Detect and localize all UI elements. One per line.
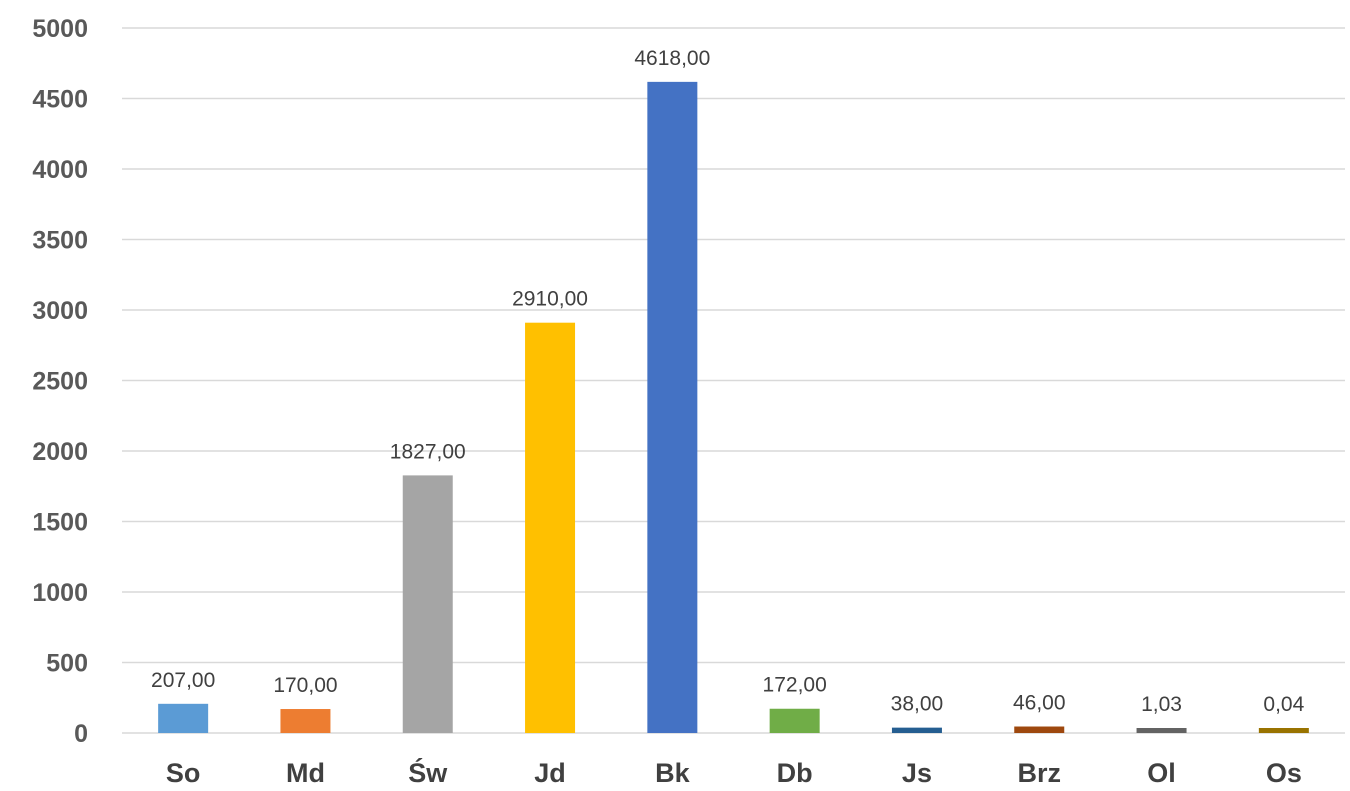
y-tick-label: 4500 bbox=[32, 86, 88, 114]
bars bbox=[158, 81, 1309, 733]
bar-Os bbox=[1258, 728, 1309, 733]
x-tick-label-So: So bbox=[166, 758, 201, 788]
x-axis-ticks: So Md Św Jd Bk Db Js Brz Ol Os bbox=[166, 757, 1302, 788]
gridlines bbox=[122, 27, 1345, 734]
bar-Brz bbox=[1014, 726, 1065, 733]
bar-Ol bbox=[1136, 728, 1187, 733]
y-tick-label: 5000 bbox=[32, 15, 88, 43]
data-label-Os: 0,04 bbox=[1263, 693, 1304, 716]
x-tick-label-Os: Os bbox=[1266, 758, 1302, 788]
data-label-Js: 38,00 bbox=[891, 693, 944, 716]
x-tick-label-Brz: Brz bbox=[1017, 758, 1061, 788]
data-label-Jd: 2910,00 bbox=[512, 288, 588, 311]
bar-Js bbox=[891, 727, 942, 733]
data-label-Md: 170,00 bbox=[273, 674, 337, 697]
bar-Jd bbox=[525, 322, 576, 733]
x-tick-label-Bk: Bk bbox=[655, 758, 690, 788]
data-label-So: 207,00 bbox=[151, 669, 215, 692]
y-tick-label: 2500 bbox=[32, 368, 88, 396]
y-tick-label: 3000 bbox=[32, 297, 88, 325]
bar-Św bbox=[402, 475, 453, 733]
x-tick-label-Db: Db bbox=[777, 758, 813, 788]
data-label-Św: 1827,00 bbox=[390, 440, 466, 463]
y-tick-label: 500 bbox=[46, 650, 88, 678]
data-label-Bk: 4618,00 bbox=[634, 47, 710, 70]
data-label-Ol: 1,03 bbox=[1141, 693, 1182, 716]
bar-Md bbox=[280, 709, 331, 733]
y-tick-label: 1500 bbox=[32, 509, 88, 537]
x-tick-label-Ol: Ol bbox=[1147, 758, 1176, 788]
bar-Bk bbox=[647, 81, 698, 733]
data-labels: 207,00 170,00 1827,00 2910,00 4618,00 172,00 3… bbox=[151, 47, 1305, 716]
y-tick-label: 4000 bbox=[32, 156, 88, 184]
x-tick-label-Św: Św bbox=[408, 757, 448, 788]
y-tick-label: 1000 bbox=[32, 579, 88, 607]
y-tick-label: 3500 bbox=[32, 227, 88, 255]
x-tick-label-Jd: Jd bbox=[534, 758, 566, 788]
y-tick-label: 2000 bbox=[32, 438, 88, 466]
data-label-Db: 172,00 bbox=[763, 674, 827, 697]
data-label-Brz: 46,00 bbox=[1013, 692, 1066, 715]
x-tick-label-Md: Md bbox=[286, 758, 325, 788]
x-tick-label-Js: Js bbox=[902, 758, 932, 788]
y-tick-label: 0 bbox=[74, 720, 88, 748]
bar-Db bbox=[769, 708, 820, 733]
bar-So bbox=[158, 703, 209, 733]
y-axis-ticks: 0 500 1000 1500 2000 2500 3000 3500 4000 4500 5000 bbox=[32, 15, 88, 748]
